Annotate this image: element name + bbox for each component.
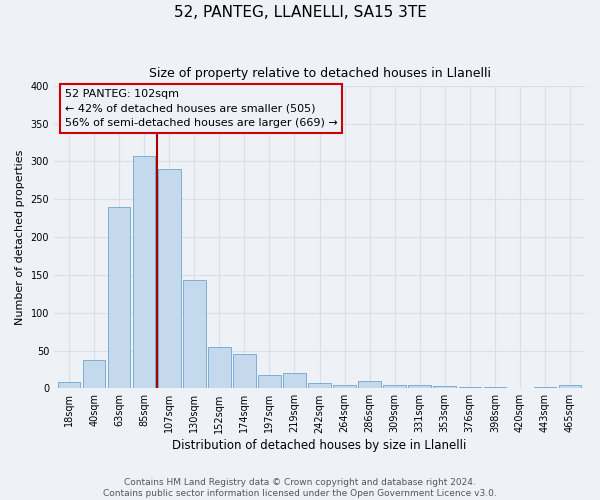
- Bar: [233, 354, 256, 388]
- Text: 52, PANTEG, LLANELLI, SA15 3TE: 52, PANTEG, LLANELLI, SA15 3TE: [173, 5, 427, 20]
- Title: Size of property relative to detached houses in Llanelli: Size of property relative to detached ho…: [149, 68, 491, 80]
- Bar: [83, 360, 106, 388]
- Bar: [258, 374, 281, 388]
- Bar: [58, 382, 80, 388]
- Bar: [133, 156, 155, 388]
- Bar: [283, 373, 306, 388]
- Bar: [484, 387, 506, 388]
- Bar: [358, 381, 381, 388]
- Bar: [308, 383, 331, 388]
- Bar: [458, 387, 481, 388]
- Bar: [559, 386, 581, 388]
- Bar: [333, 384, 356, 388]
- Bar: [208, 346, 230, 389]
- Bar: [433, 386, 456, 388]
- Text: Contains HM Land Registry data © Crown copyright and database right 2024.
Contai: Contains HM Land Registry data © Crown c…: [103, 478, 497, 498]
- Bar: [108, 207, 130, 388]
- Bar: [533, 387, 556, 388]
- X-axis label: Distribution of detached houses by size in Llanelli: Distribution of detached houses by size …: [172, 440, 467, 452]
- Bar: [409, 386, 431, 388]
- Bar: [183, 280, 206, 388]
- Y-axis label: Number of detached properties: Number of detached properties: [15, 150, 25, 325]
- Bar: [158, 169, 181, 388]
- Text: 52 PANTEG: 102sqm
← 42% of detached houses are smaller (505)
56% of semi-detache: 52 PANTEG: 102sqm ← 42% of detached hous…: [65, 89, 337, 128]
- Bar: [383, 384, 406, 388]
